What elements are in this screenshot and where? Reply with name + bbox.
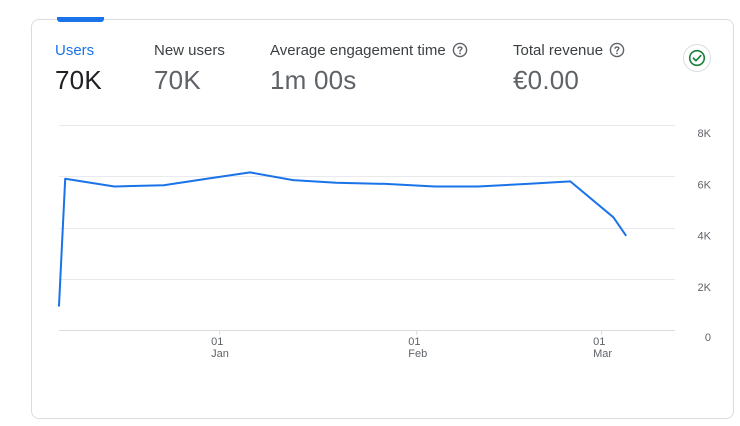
data-point[interactable] [245, 167, 255, 177]
data-point[interactable] [159, 180, 169, 190]
data-point[interactable] [288, 175, 298, 185]
data-point[interactable] [60, 174, 70, 184]
x-tick-day: 01 [211, 336, 223, 348]
data-point[interactable] [430, 182, 440, 192]
metric-value: 1m 00s [270, 65, 357, 95]
data-point[interactable] [565, 176, 575, 186]
data-point[interactable] [202, 174, 212, 184]
data-point[interactable] [608, 212, 618, 222]
data-point[interactable] [381, 179, 391, 189]
metric-tab-users[interactable]: Users 70K [55, 41, 102, 96]
users-overview-card [31, 19, 734, 419]
y-tick-label: 6K [698, 179, 712, 191]
data-point[interactable] [54, 301, 64, 311]
y-tick-label: 8K [698, 128, 712, 140]
active-tab-indicator [57, 17, 104, 22]
metric-label: Total revenue [513, 41, 604, 59]
metric-tab-new-users[interactable]: New users 70K [154, 41, 225, 96]
help-circle-icon[interactable] [609, 42, 625, 58]
y-tick-label: 2K [698, 282, 712, 294]
x-tick-month: Jan [211, 348, 229, 360]
x-tick-month: Mar [593, 348, 612, 360]
help-circle-icon[interactable] [452, 42, 468, 58]
y-tick-label: 4K [698, 231, 712, 243]
data-point[interactable] [331, 178, 341, 188]
series-line-users [58, 171, 627, 307]
data-quality-status-button[interactable] [683, 44, 711, 72]
check-circle-icon [688, 49, 706, 67]
x-tick-day: 01 [408, 336, 420, 348]
metric-tab-average-engagement-time[interactable]: Average engagement time 1m 00s [270, 41, 468, 96]
metric-value: 70K [55, 65, 102, 95]
metric-label: New users [154, 41, 225, 59]
metric-value: €0.00 [513, 65, 580, 95]
metric-tab-total-revenue[interactable]: Total revenue €0.00 [513, 41, 625, 96]
metric-value: 70K [154, 65, 201, 95]
y-tick-label: 0 [705, 332, 711, 344]
x-tick-month: Feb [408, 348, 427, 360]
x-tick-day: 01 [593, 336, 605, 348]
metric-label: Users [55, 41, 95, 59]
metric-label: Average engagement time [270, 41, 446, 59]
data-point[interactable] [522, 179, 532, 189]
data-point[interactable] [109, 182, 119, 192]
data-point[interactable] [621, 230, 631, 240]
data-point[interactable] [473, 182, 483, 192]
